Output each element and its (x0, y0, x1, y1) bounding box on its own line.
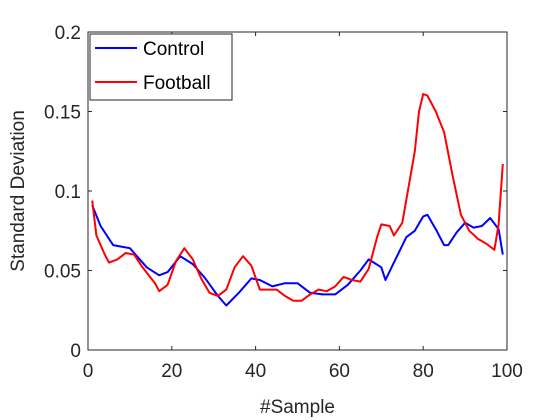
legend-label-control: Control (143, 39, 204, 60)
legend: Control Football (89, 33, 233, 101)
legend-box (89, 33, 233, 101)
y-axis-title: Standard Deviation (8, 110, 29, 272)
x-axis-title: #Sample (260, 397, 335, 418)
y-tick-label: 0.05 (44, 262, 81, 283)
series-line-football (91, 93, 504, 302)
x-tick-label: 60 (329, 361, 350, 382)
y-tick-label: 0 (70, 341, 81, 362)
legend-label-football: Football (143, 73, 211, 94)
y-tick-label: 0.1 (55, 182, 81, 203)
x-tick-label: 80 (413, 361, 434, 382)
tick-layer: 0 20 40 60 80 100 0 0.05 0.1 0.15 0.2 (44, 23, 523, 382)
x-tick-label: 100 (491, 361, 523, 382)
x-tick-label: 0 (83, 361, 94, 382)
y-tick-label: 0.15 (44, 103, 81, 124)
x-tick-label: 20 (161, 361, 182, 382)
series-layer (91, 93, 504, 307)
x-tick-label: 40 (245, 361, 266, 382)
y-tick-label: 0.2 (55, 23, 81, 44)
